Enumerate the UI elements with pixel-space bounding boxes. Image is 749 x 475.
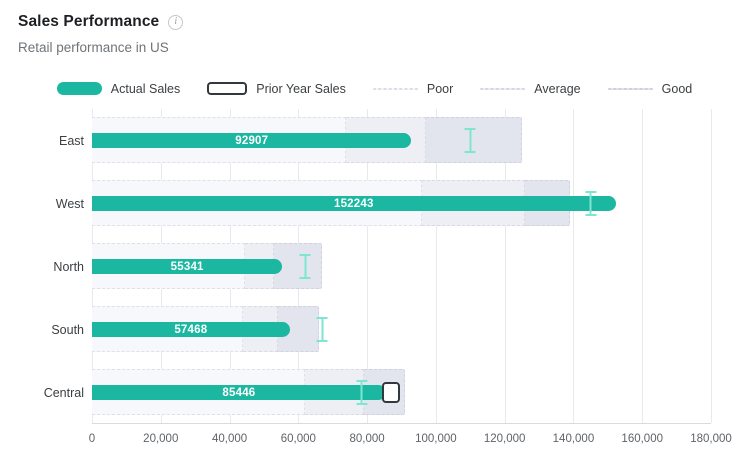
legend-label-actual-sales: Actual Sales bbox=[110, 81, 181, 96]
chart-header: Sales Performance i Retail performance i… bbox=[0, 0, 749, 55]
x-tick-label: 100,000 bbox=[415, 433, 457, 445]
legend-label-average: Average bbox=[534, 81, 581, 96]
bullet-row-east: 92907 bbox=[92, 109, 711, 172]
x-tick-label: 80,000 bbox=[349, 433, 385, 445]
category-label-north: North bbox=[53, 259, 84, 274]
bar-value-label: 85446 bbox=[222, 386, 256, 399]
target-marker[interactable] bbox=[316, 317, 328, 342]
legend-swatch-poor-icon bbox=[372, 87, 418, 90]
target-marker-line bbox=[360, 382, 363, 403]
gridline bbox=[504, 109, 506, 423]
legend-item-average[interactable]: Average bbox=[480, 81, 581, 96]
bar-value-label: 55341 bbox=[170, 260, 204, 273]
legend-item-prior-year-sales[interactable]: Prior Year Sales bbox=[207, 82, 346, 96]
info-icon[interactable]: i bbox=[168, 14, 184, 30]
category-label-central: Central bbox=[43, 385, 84, 400]
bullet-row-west: 152243 bbox=[92, 172, 711, 235]
bar-value-label: 152243 bbox=[333, 197, 374, 210]
bar-value-label: 92907 bbox=[235, 134, 269, 147]
legend-item-good[interactable]: Good bbox=[607, 81, 693, 96]
legend-swatch-good-icon bbox=[607, 87, 653, 90]
legend-swatch-average-icon bbox=[480, 87, 526, 90]
gridline bbox=[711, 109, 712, 423]
x-tick-label: 180,000 bbox=[690, 433, 732, 445]
category-label-south: South bbox=[51, 322, 84, 337]
bullet-chart: East West North South Central 92907 152243 553… bbox=[0, 109, 749, 469]
target-marker[interactable] bbox=[356, 380, 368, 405]
target-marker[interactable] bbox=[585, 191, 597, 216]
actual-sales-bar[interactable]: 85446 bbox=[92, 385, 386, 400]
bar-value-label: 57468 bbox=[174, 323, 208, 336]
legend-label-poor: Poor bbox=[426, 81, 454, 96]
x-axis: 0 20,000 40,000 60,000 80,000 100,000 120,000 1… bbox=[88, 424, 732, 454]
bullet-row-central: 85446 bbox=[92, 361, 711, 424]
target-marker[interactable] bbox=[464, 128, 476, 153]
x-tick-label: 160,000 bbox=[621, 433, 664, 445]
gridline bbox=[435, 109, 437, 423]
gridline bbox=[573, 109, 575, 423]
band-good bbox=[425, 117, 522, 163]
x-tick-label: 120,000 bbox=[483, 433, 526, 445]
title-row: Sales Performance i bbox=[18, 13, 731, 31]
category-label-east: East bbox=[58, 133, 84, 148]
x-tick-label: 40,000 bbox=[211, 433, 248, 445]
page-title: Sales Performance bbox=[18, 13, 160, 30]
actual-sales-bar[interactable]: 152243 bbox=[92, 196, 616, 211]
target-marker-line bbox=[321, 319, 324, 340]
legend-swatch-prior-year-sales-icon bbox=[207, 82, 248, 95]
target-marker-line bbox=[304, 256, 307, 277]
actual-sales-bar[interactable]: 92907 bbox=[92, 133, 412, 148]
gridline bbox=[642, 109, 644, 423]
legend-label-prior-year-sales: Prior Year Sales bbox=[256, 81, 346, 96]
legend-item-actual-sales[interactable]: Actual Sales bbox=[56, 81, 181, 96]
category-label-west: West bbox=[55, 196, 84, 211]
x-tick-label: 20,000 bbox=[143, 433, 179, 445]
x-tick-label: 0 bbox=[88, 433, 96, 445]
x-tick-label: 60,000 bbox=[280, 433, 316, 445]
band-good bbox=[274, 243, 323, 289]
prior-year-marker[interactable] bbox=[382, 382, 401, 403]
legend: Actual Sales Prior Year Sales Poor Average G… bbox=[0, 81, 749, 96]
plot-area: 92907 152243 55341 57468 85446 bbox=[92, 109, 712, 424]
actual-sales-bar[interactable]: 57468 bbox=[92, 322, 290, 337]
legend-item-poor[interactable]: Poor bbox=[372, 81, 454, 96]
target-marker-line bbox=[589, 193, 592, 214]
y-axis-labels: East West North South Central bbox=[0, 109, 84, 424]
legend-label-good: Good bbox=[661, 81, 693, 96]
actual-sales-bar[interactable]: 55341 bbox=[92, 259, 283, 274]
target-marker-line bbox=[469, 130, 472, 151]
legend-swatch-actual-sales-icon bbox=[56, 82, 102, 95]
bullet-row-north: 55341 bbox=[92, 235, 711, 298]
x-tick-label: 140,000 bbox=[552, 433, 595, 445]
bullet-row-south: 57468 bbox=[92, 298, 711, 361]
target-marker[interactable] bbox=[299, 254, 311, 279]
gridline bbox=[367, 109, 369, 423]
chart-subtitle: Retail performance in US bbox=[18, 40, 169, 55]
